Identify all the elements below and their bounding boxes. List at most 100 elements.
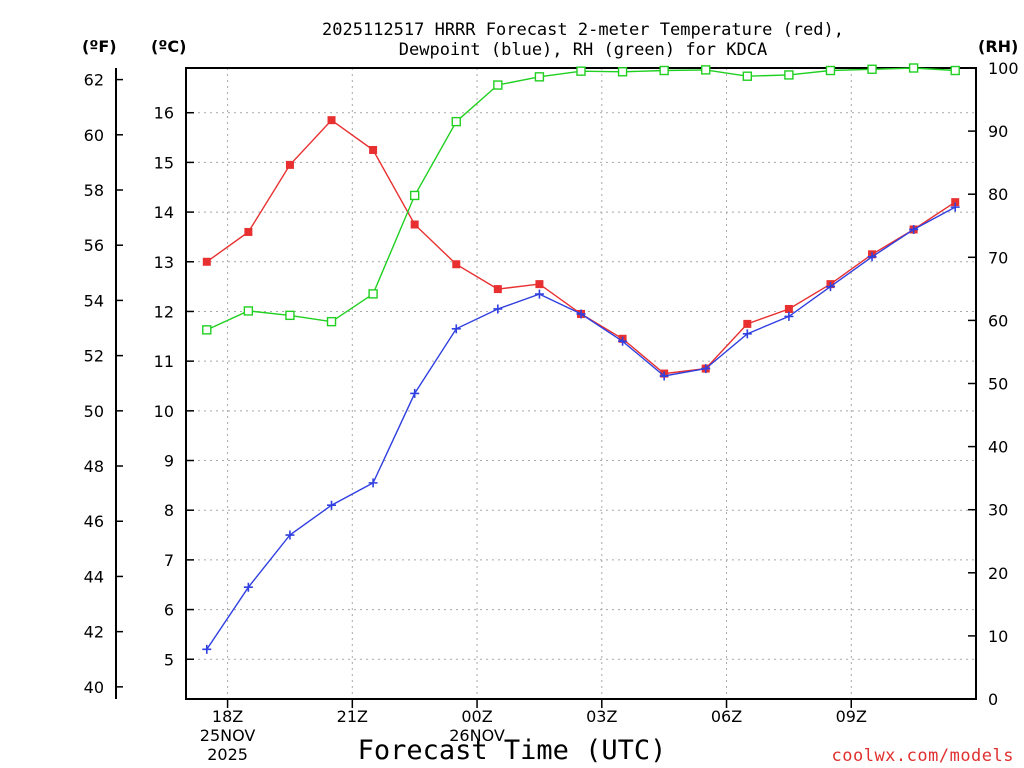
dewpoint-point [867, 252, 877, 262]
rh-tick-label: 100 [988, 59, 1019, 78]
rh-point [493, 80, 503, 90]
dewpoint-point [618, 336, 628, 346]
celsius-tick-label: 6 [164, 601, 174, 620]
celsius-tick-label: 16 [154, 104, 174, 123]
temperature-point [452, 260, 461, 269]
dewpoint-point [659, 371, 669, 381]
rh-point [576, 66, 586, 76]
time-tick-label: 2025 [207, 745, 248, 764]
temperature-point [535, 280, 544, 289]
fahrenheit-tick-label: 52 [84, 347, 104, 366]
temperature-point [202, 257, 211, 266]
temperature-point [369, 145, 378, 154]
dewpoint-point [909, 224, 919, 234]
rh-point [742, 71, 753, 81]
dewpoint-point [451, 324, 461, 334]
temperature-point [410, 220, 419, 229]
credit-label: coolwx.com/models [832, 746, 1015, 766]
celsius-tick-label: 9 [164, 452, 174, 471]
dewpoint-point [493, 304, 503, 314]
fahrenheit-tick-label: 58 [84, 181, 104, 200]
celsius-tick-label: 8 [164, 501, 174, 520]
time-tick-label: 09Z [836, 707, 867, 726]
rh-tick-label: 80 [988, 185, 1008, 204]
celsius-unit-label: (ºC) [151, 37, 186, 56]
dewpoint-point [202, 644, 212, 654]
dewpoint-point [784, 311, 794, 321]
fahrenheit-tick-label: 46 [84, 512, 104, 531]
fahrenheit-tick-label: 54 [84, 291, 104, 310]
time-tick-label: 18Z [212, 707, 243, 726]
rh-tick-label: 70 [988, 248, 1008, 267]
dewpoint-point [742, 329, 752, 339]
rh-point [908, 63, 919, 73]
rh-tick-label: 20 [988, 564, 1008, 583]
rh-tick-label: 90 [988, 122, 1008, 141]
chart-title-line-1: 2025112517 HRRR Forecast 2-meter Tempera… [322, 20, 844, 40]
temperature-point [784, 304, 793, 313]
dewpoint-point [327, 500, 337, 510]
celsius-tick-label: 13 [154, 253, 174, 272]
fahrenheit-tick-label: 50 [84, 402, 104, 421]
temperature-point [493, 285, 502, 294]
fahrenheit-tick-label: 48 [84, 457, 104, 476]
dewpoint-point [243, 582, 253, 592]
rh-point [867, 64, 877, 74]
celsius-tick-label: 5 [164, 650, 174, 669]
data-series [202, 63, 960, 654]
dewpoint-point [701, 364, 711, 374]
fahrenheit-tick-label: 62 [84, 71, 104, 90]
rh-point [950, 65, 960, 76]
fahrenheit-tick-label: 42 [84, 623, 104, 642]
temperature-point [743, 319, 752, 328]
celsius-tick-label: 11 [154, 352, 174, 371]
dewpoint-point [410, 388, 420, 398]
rh-point [202, 325, 212, 335]
dewpoint-point [534, 289, 544, 299]
rh-point [659, 65, 669, 76]
temperature-point [244, 227, 253, 236]
fahrenheit-unit-label: (ºF) [82, 37, 117, 56]
celsius-tick-label: 12 [154, 302, 174, 321]
celsius-tick-label: 15 [154, 153, 174, 172]
chart-title-line-2: Dewpoint (blue), RH (green) for KDCA [399, 40, 767, 60]
rh-point [701, 65, 711, 75]
fahrenheit-tick-label: 56 [84, 236, 104, 255]
rh-point [784, 70, 794, 80]
rh-point [825, 65, 836, 76]
time-tick-label: 25NOV [200, 726, 256, 745]
rh-tick-label: 30 [988, 501, 1008, 520]
fahrenheit-tick-label: 40 [84, 678, 104, 697]
time-tick-label: 00Z [461, 707, 492, 726]
fahrenheit-tick-label: 44 [84, 567, 104, 586]
rh-point [451, 116, 461, 127]
celsius-tick-label: 14 [154, 203, 174, 222]
rh-tick-label: 10 [988, 627, 1008, 646]
rh-point [243, 306, 254, 316]
temperature-point [285, 160, 294, 169]
rh-point [617, 67, 628, 77]
rh-tick-label: 60 [988, 311, 1008, 330]
rh-tick-label: 0 [988, 690, 998, 709]
celsius-tick-label: 10 [154, 402, 174, 421]
time-tick-label: 21Z [337, 707, 368, 726]
time-tick-label: 06Z [711, 707, 742, 726]
rh-unit-label: (RH) [978, 37, 1018, 56]
time-tick-label: 03Z [586, 707, 617, 726]
time-tick-label: 26NOV [449, 726, 505, 745]
rh-point [409, 190, 420, 201]
dewpoint-point [285, 530, 295, 540]
rh-tick-label: 50 [988, 375, 1008, 394]
rh-point [285, 310, 295, 321]
celsius-tick-label: 7 [164, 551, 174, 570]
x-axis-title: Forecast Time (UTC) [358, 735, 667, 766]
rh-point [326, 316, 337, 327]
dewpoint-point [825, 282, 835, 292]
dewpoint-point [576, 309, 586, 319]
temperature-point [951, 198, 960, 207]
temperature-point [327, 116, 336, 125]
fahrenheit-tick-label: 60 [84, 126, 104, 145]
axes: 4042444648505254565860625678910111213141… [84, 59, 1019, 764]
